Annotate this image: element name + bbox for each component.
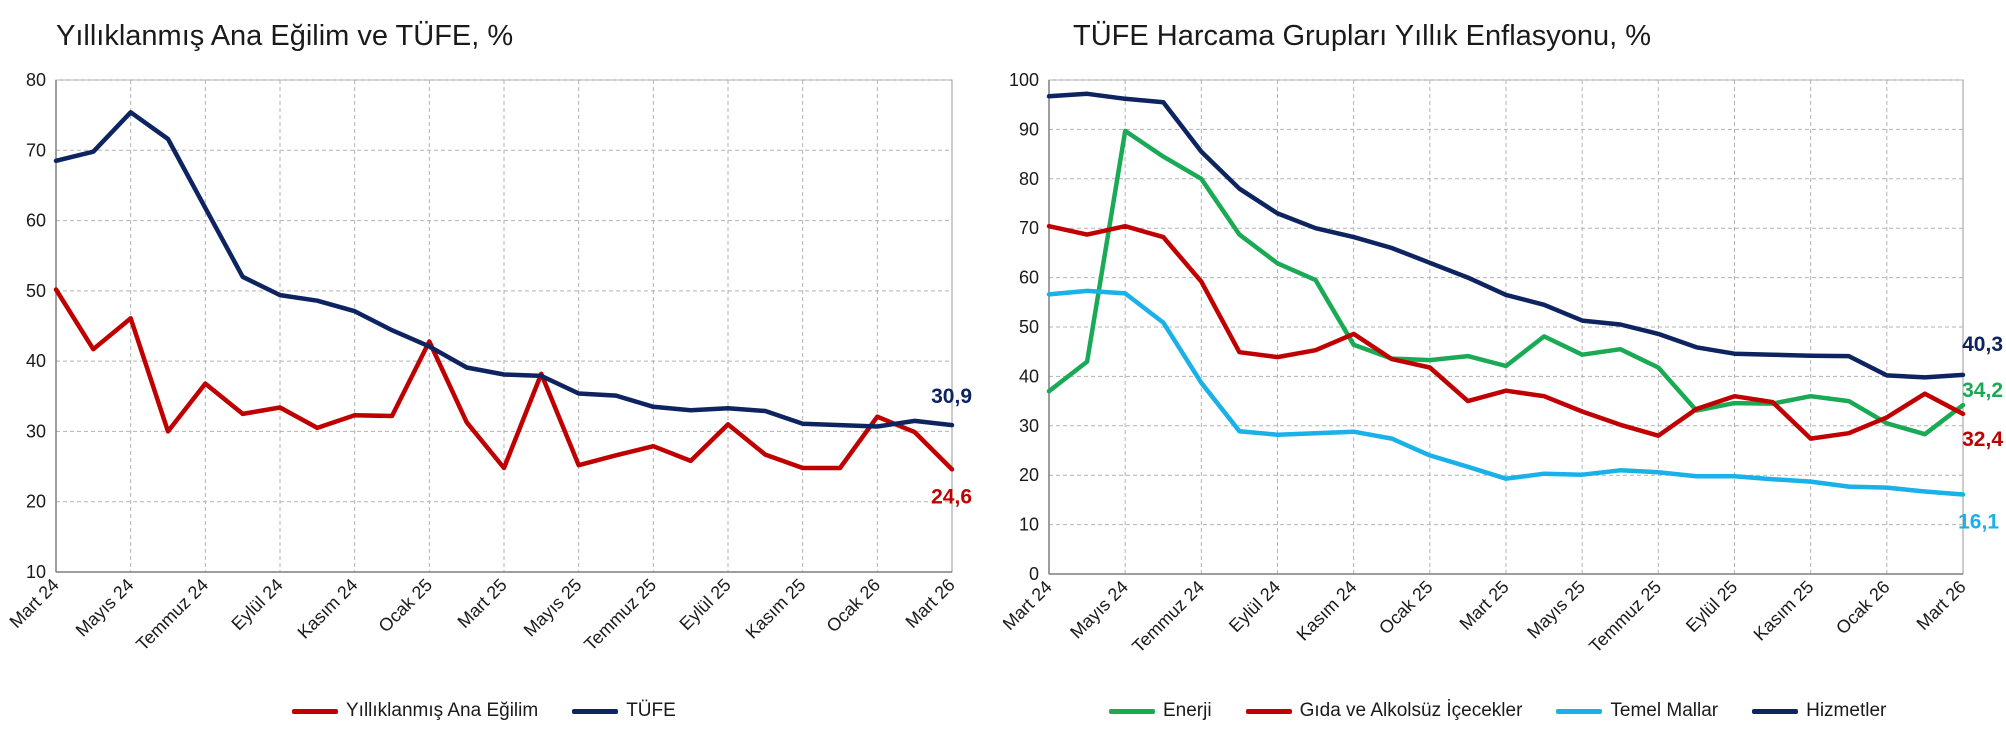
y-tick-label: 0 (1029, 564, 1039, 584)
legend-swatch-tufe (572, 708, 619, 714)
legend-item-tufe: TÜFE (572, 700, 676, 722)
end-value-label-temel-mallar: 16,1 (1958, 510, 1999, 533)
x-tick-label: Kasım 24 (294, 575, 362, 643)
series-line-yilliklanmis-ana-egilim (53, 287, 955, 472)
x-tick-label: Mart 24 (1003, 577, 1056, 634)
legend-item-hizmetler: Hizmetler (1752, 700, 1886, 722)
end-value-label-enerji: 34,2 (1962, 379, 2003, 402)
legend-item-temel-mallar: Temel Mallar (1556, 700, 1718, 722)
legend-item-enerji: Enerji (1109, 700, 1212, 722)
y-tick-label: 50 (1019, 317, 1039, 337)
legend-label-ana-egilim: Yıllıklanmış Ana Eğilim (346, 700, 539, 721)
y-tick-label: 70 (1019, 218, 1039, 238)
x-tick-label: Eylül 25 (675, 575, 734, 634)
x-tick-label: Kasım 25 (742, 575, 810, 643)
legend-label-enerji: Enerji (1163, 700, 1212, 721)
x-tick-label: Ocak 25 (1375, 577, 1437, 639)
y-tick-label: 50 (26, 281, 46, 301)
legend-label-hizmetler: Hizmetler (1806, 700, 1887, 721)
right-chart-legend: Enerji Gıda ve Alkolsüz İçecekler Temel … (1109, 700, 1886, 722)
series-line-enerji (1046, 128, 1966, 437)
right-chart-title: TÜFE Harcama Grupları Yıllık Enflasyonu,… (1073, 20, 1652, 52)
legend-label-gida: Gıda ve Alkolsüz İçecekler (1299, 700, 1523, 721)
series-line-gida-ve-alkolsuz-icecekler (1046, 223, 1966, 441)
y-tick-label: 80 (26, 70, 46, 90)
x-tick-label: Mayıs 25 (520, 575, 586, 641)
x-tick-label: Mayıs 25 (1523, 577, 1589, 643)
y-tick-label: 10 (1019, 515, 1039, 535)
end-value-label-hizmetler: 40,3 (1962, 333, 2003, 356)
legend-swatch-temel-mallar (1556, 708, 1603, 714)
legend-item-ana-egilim: Yıllıklanmış Ana Eğilim (292, 700, 538, 722)
x-tick-label: Ocak 26 (823, 575, 885, 637)
end-value-label-tufe: 30,9 (931, 385, 972, 408)
legend-swatch-enerji (1109, 708, 1155, 714)
x-tick-label: Mayıs 24 (1066, 577, 1132, 643)
right-chart-panel: TÜFE Harcama Grupları Yıllık Enflasyonu,… (1003, 0, 2006, 736)
y-tick-label: 80 (1019, 169, 1039, 189)
x-tick-label: Mayıs 24 (72, 575, 138, 641)
legend-item-gida: Gıda ve Alkolsüz İçecekler (1245, 700, 1523, 722)
legend-swatch-hizmetler (1752, 708, 1799, 714)
left-chart-panel: Yıllıklanmış Ana Eğilim ve TÜFE, % 10 20 3… (6, 20, 972, 722)
y-tick-label: 60 (26, 211, 46, 231)
x-tick-label: Temmuz 24 (132, 575, 212, 655)
x-tick-label: Eylül 24 (1225, 577, 1284, 636)
y-tick-label: 30 (1019, 416, 1039, 436)
left-chart-title: Yıllıklanmış Ana Eğilim ve TÜFE, % (56, 20, 514, 52)
x-tick-label: Ocak 26 (1832, 577, 1894, 639)
x-tick-label: Temmuz 24 (1128, 577, 1208, 657)
series-line-hizmetler (1046, 91, 1966, 380)
y-tick-label: 60 (1019, 268, 1039, 288)
x-tick-label: Mart 26 (1913, 577, 1970, 634)
y-tick-label: 40 (1019, 366, 1039, 386)
legend-label-tufe: TÜFE (626, 700, 676, 721)
end-value-label-gida-ve-alkolsuz-icecekler: 32,4 (1962, 428, 2003, 451)
legend-label-temel-mallar: Temel Mallar (1610, 700, 1719, 721)
x-tick-label: Temmuz 25 (580, 575, 660, 655)
y-tick-label: 40 (26, 351, 46, 371)
y-tick-label: 90 (1019, 119, 1039, 139)
y-tick-label: 20 (1019, 465, 1039, 485)
x-tick-label: Mart 25 (1456, 577, 1513, 634)
x-tick-label: Eylül 24 (227, 575, 286, 634)
left-chart-legend: Yıllıklanmış Ana Eğilim TÜFE (292, 700, 676, 722)
x-tick-label: Kasım 24 (1293, 577, 1361, 645)
y-tick-label: 10 (26, 562, 46, 582)
x-tick-label: Ocak 25 (375, 575, 437, 637)
x-tick-label: Mart 26 (902, 575, 959, 632)
x-tick-label: Kasım 25 (1750, 577, 1818, 645)
x-tick-label: Mart 25 (454, 575, 511, 632)
x-tick-label: Temmuz 25 (1585, 577, 1665, 657)
y-tick-label: 20 (26, 492, 46, 512)
legend-swatch-ana-egilim (292, 708, 338, 714)
x-tick-label: Mart 24 (6, 575, 63, 632)
series-line-temel-mallar (1046, 288, 1966, 497)
series-line-tufe (53, 110, 955, 429)
x-tick-label: Eylül 25 (1682, 577, 1741, 636)
y-tick-label: 30 (26, 421, 46, 441)
y-tick-label: 100 (1009, 70, 1039, 90)
y-tick-label: 70 (26, 140, 46, 160)
end-value-label-yilliklanmis-ana-egilim: 24,6 (931, 485, 972, 508)
legend-swatch-gida (1245, 708, 1292, 714)
